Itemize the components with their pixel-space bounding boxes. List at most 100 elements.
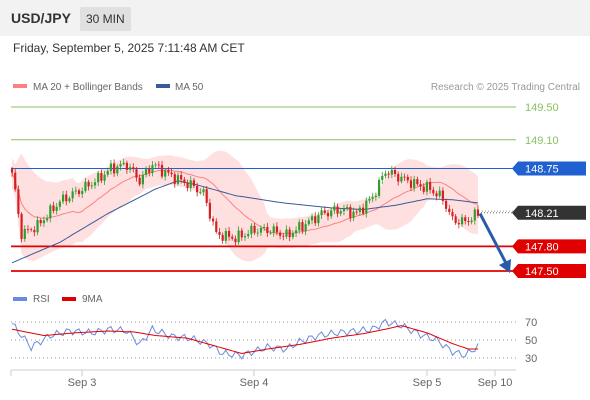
candle-body [208,202,211,219]
candle-body [157,164,160,166]
candle-body [46,218,49,221]
candle-body [429,181,432,190]
candle-body [416,179,419,185]
candle-body [387,173,390,175]
rsi-tick-label-2: 30 [525,353,537,365]
candle-body [36,220,39,233]
candle-body [330,210,333,217]
candle-body [384,173,387,176]
candle-body [116,166,119,174]
candle-body [365,200,368,214]
candle-body [148,168,151,173]
candle-body [473,209,476,221]
candle-body [240,230,243,238]
candle-body [160,164,164,177]
candle-body [167,170,170,173]
rsi-ma-legend-label: 9MA [82,294,103,305]
ma50-legend-swatch [156,84,170,88]
candle-body [263,226,266,229]
candle-body [457,223,460,225]
candle-body [68,198,71,202]
candle-body [444,200,448,209]
level-tag-4 [512,264,586,278]
candle-body [333,206,336,211]
candle-body [438,190,441,197]
last-price-label: 148.21 [525,208,559,220]
candle-body [164,170,167,177]
candle-body [298,222,301,231]
candle-body [304,224,307,232]
candle-body [291,233,294,238]
candle-body [65,194,68,202]
header-bar: USD/JPY 30 MIN [0,0,590,36]
candle-body [310,216,314,221]
candle-body [81,191,84,195]
candle-body [314,216,317,224]
timeframe-button[interactable]: 30 MIN [80,7,131,31]
candle-body [55,206,58,211]
candle-body [317,215,320,224]
candle-body [346,206,349,209]
candle-body [451,212,454,217]
rsi-tick-label-1: 50 [525,335,537,347]
candle-body [42,220,46,224]
candle-body [113,163,116,174]
candle-body [39,220,42,224]
candle-body [71,191,74,199]
candle-body [435,193,438,197]
candle-body [368,198,371,201]
candle-body [218,231,221,236]
candle-body [448,208,451,213]
candle-body [227,230,231,237]
rsi-legend-swatch [13,297,27,301]
candle-body [397,174,400,182]
candle-body [125,162,129,170]
candle-body [358,207,362,212]
candle-body [374,195,377,198]
candle-body [259,228,263,233]
candle-body [294,230,298,234]
candle-body [403,176,406,178]
price-labels-layer: 149.50 149.10 148.75 147.80 147.50 148.21 [478,102,586,278]
candle-body [215,221,218,232]
x-tick-label-1: Sep 4 [240,377,269,389]
candle-body [250,225,253,235]
candle-body [189,180,192,188]
candle-body [183,179,186,183]
candle-body [132,167,135,170]
candle-body [349,206,352,218]
candle-body [170,172,173,175]
candle-body [323,210,326,213]
candle-body [400,176,403,182]
datetime-label: Friday, September 5, 2025 7:11:48 AM CET [13,41,245,55]
candle-body [20,213,23,240]
candle-body [205,189,208,203]
level-label-2: 148.75 [525,164,559,176]
candle-body [237,230,240,243]
moving-averages-layer [11,169,479,264]
ma20-line [11,169,479,235]
candle-body [339,211,342,214]
rsi-ma-legend-swatch [62,297,76,301]
candle-body [355,211,358,213]
candle-body [476,209,480,216]
candle-body [256,232,259,234]
candles-layer [10,158,480,247]
candle-body [326,212,330,217]
candle-body [221,235,224,241]
candle-body [122,162,125,165]
candle-body [141,174,144,185]
rsi-legend-label: RSI [33,294,50,305]
candle-body [352,211,355,218]
candle-body [74,190,77,192]
candle-body [432,189,435,194]
candle-body [154,164,157,166]
candle-body [371,197,374,199]
candle-body [173,174,176,184]
candle-body [211,218,215,222]
ma20-legend-swatch [13,84,27,88]
candle-body [460,217,464,225]
ma20-legend-label: MA 20 + Bollinger Bands [33,82,143,93]
candle-body [272,226,275,233]
candle-body [224,230,227,241]
